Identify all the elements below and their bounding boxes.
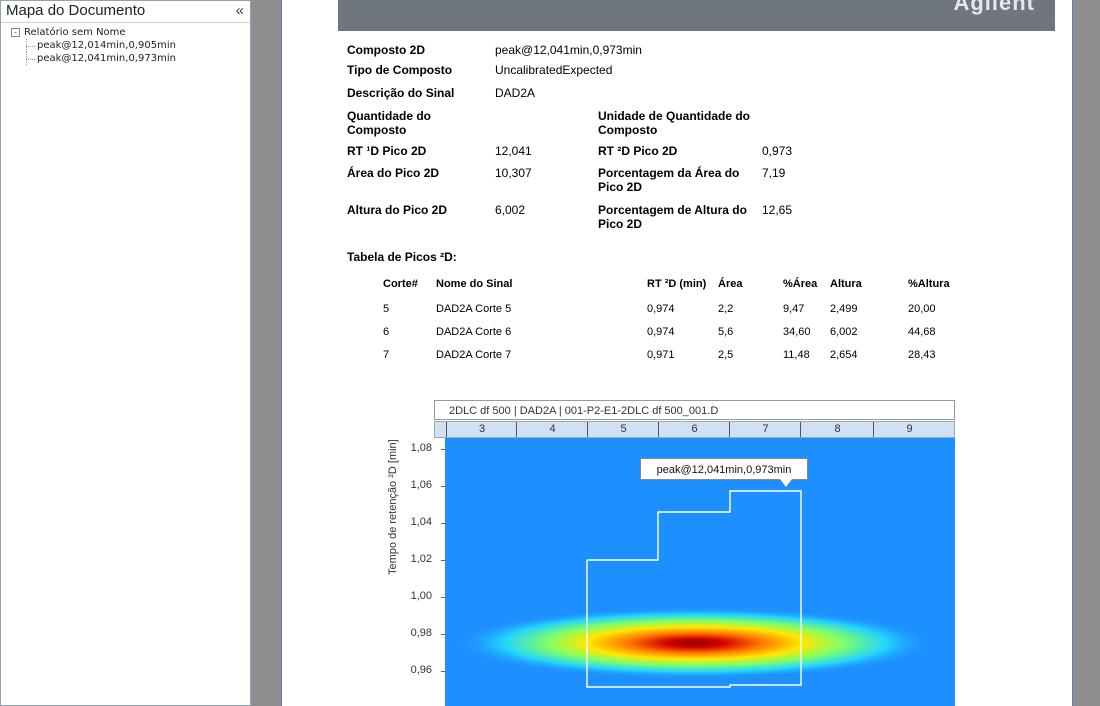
rt1-label: RT ¹D Pico 2D bbox=[347, 144, 427, 158]
altura-pct-value: 12,65 bbox=[762, 203, 793, 217]
table-cell: 2,499 bbox=[830, 303, 858, 315]
unidade-label: Unidade de Quantidade do Composto bbox=[598, 109, 751, 137]
table-cell: 0,974 bbox=[647, 303, 675, 315]
y-tick-label: 0,98 bbox=[410, 627, 432, 639]
ruler-tick: 6 bbox=[658, 422, 730, 437]
peak-tooltip: peak@12,041min,0,973min bbox=[640, 458, 808, 480]
altura-label: Altura do Pico 2D bbox=[347, 203, 448, 217]
table-header: %Área bbox=[783, 278, 818, 290]
report-banner: Agilent bbox=[338, 0, 1055, 31]
table-header: Altura bbox=[830, 278, 862, 290]
table-cell: DAD2A Corte 6 bbox=[436, 326, 512, 338]
x-ruler: 3 4 5 6 7 8 9 bbox=[434, 421, 955, 438]
y-tick-label: 1,08 bbox=[410, 442, 432, 454]
agilent-logo: Agilent bbox=[953, 0, 1035, 15]
tree-root-label[interactable]: Relatório sem Nome bbox=[24, 27, 126, 38]
peak-table-title: Tabela de Picos ²D: bbox=[347, 250, 457, 264]
table-cell: 5,6 bbox=[718, 326, 734, 338]
y-tick-mark bbox=[441, 634, 445, 635]
y-tick-mark bbox=[441, 597, 445, 598]
area-pct-label: Porcentagem da Área do Pico 2D bbox=[598, 166, 740, 194]
y-tick-label: 1,02 bbox=[410, 553, 432, 565]
table-cell: DAD2A Corte 7 bbox=[436, 349, 512, 361]
chart-title: 2DLC df 500 | DAD2A | 001-P2-E1-2DLC df … bbox=[434, 400, 955, 420]
table-cell: 2,654 bbox=[830, 349, 858, 361]
collapse-panel-icon[interactable]: « bbox=[235, 2, 244, 19]
table-header: Corte# bbox=[383, 278, 418, 290]
y-tick-label: 1,06 bbox=[410, 479, 432, 491]
table-cell: 20,00 bbox=[908, 303, 936, 315]
y-tick-label: 1,04 bbox=[410, 516, 432, 528]
table-cell: 2,2 bbox=[718, 303, 734, 315]
rt2-value: 0,973 bbox=[762, 144, 793, 158]
collapse-node-icon[interactable]: - bbox=[11, 28, 20, 37]
composto-value: peak@12,041min,0,973min bbox=[495, 43, 642, 57]
table-cell: 7 bbox=[383, 349, 390, 361]
altura-pct-label: Porcentagem de Altura do Pico 2D bbox=[598, 203, 747, 231]
area-label: Área do Pico 2D bbox=[347, 166, 440, 180]
y-tick-mark bbox=[441, 486, 445, 487]
quantidade-label: Quantidade do Composto bbox=[347, 109, 431, 137]
table-cell: 11,48 bbox=[783, 349, 810, 361]
tree-item[interactable]: peak@12,041min,0,973min bbox=[11, 52, 250, 65]
altura-value: 6,002 bbox=[495, 203, 526, 217]
tree-item[interactable]: peak@12,014min,0,905min bbox=[11, 39, 250, 52]
table-header: Área bbox=[718, 278, 743, 290]
table-cell: 2,5 bbox=[718, 349, 734, 361]
peak-tooltip-pointer bbox=[780, 479, 792, 487]
area-pct-value: 7,19 bbox=[762, 166, 786, 180]
ruler-tick: 5 bbox=[587, 422, 659, 437]
composto-label: Composto 2D bbox=[347, 43, 425, 57]
y-tick-mark bbox=[441, 671, 445, 672]
peak-intensity-blob bbox=[455, 607, 935, 679]
table-cell: 6 bbox=[383, 326, 390, 338]
table-cell: 44,68 bbox=[908, 326, 936, 338]
table-cell: 5 bbox=[383, 303, 390, 315]
y-tick-mark bbox=[441, 523, 445, 524]
document-map-panel: Mapa do Documento « - Relatório sem Nome… bbox=[0, 0, 251, 706]
table-header: %Altura bbox=[908, 278, 950, 290]
y-tick-mark bbox=[441, 449, 445, 450]
tipo-label: Tipo de Composto bbox=[347, 63, 453, 77]
contour-plot-svg bbox=[455, 490, 935, 688]
ruler-tick: 3 bbox=[446, 422, 517, 437]
table-cell: 0,971 bbox=[647, 349, 675, 361]
ruler-tick: 9 bbox=[873, 422, 945, 437]
y-tick-label: 1,00 bbox=[410, 590, 432, 602]
table-cell: 28,43 bbox=[908, 349, 936, 361]
table-cell: 0,974 bbox=[647, 326, 675, 338]
ruler-tick: 8 bbox=[800, 422, 874, 437]
ruler-tick: 7 bbox=[729, 422, 801, 437]
tipo-value: UncalibratedExpected bbox=[495, 63, 613, 77]
table-header: RT ²D (min) bbox=[647, 278, 707, 290]
document-map-header: Mapa do Documento « bbox=[1, 1, 250, 23]
y-axis-label: Tempo de retenção ²D [min] bbox=[387, 439, 399, 575]
table-cell: DAD2A Corte 5 bbox=[436, 303, 512, 315]
table-cell: 34,60 bbox=[783, 326, 811, 338]
y-tick-label: 0,96 bbox=[410, 664, 432, 676]
rt2-label: RT ²D Pico 2D bbox=[598, 144, 678, 158]
sinal-label: Descrição do Sinal bbox=[347, 86, 455, 100]
contour-plot[interactable] bbox=[445, 438, 955, 706]
y-tick-mark bbox=[441, 560, 445, 561]
document-map-title: Mapa do Documento bbox=[6, 2, 146, 19]
peak-boundary-outline bbox=[586, 490, 802, 688]
document-tree: - Relatório sem Nome peak@12,014min,0,90… bbox=[1, 23, 250, 65]
rt1-value: 12,041 bbox=[495, 144, 532, 158]
table-header: Nome do Sinal bbox=[436, 278, 513, 290]
ruler-tick: 4 bbox=[516, 422, 588, 437]
area-value: 10,307 bbox=[495, 166, 532, 180]
table-cell: 9,47 bbox=[783, 303, 805, 315]
tree-root-item[interactable]: - Relatório sem Nome bbox=[11, 26, 250, 39]
sinal-value: DAD2A bbox=[495, 86, 536, 100]
table-cell: 6,002 bbox=[830, 326, 858, 338]
